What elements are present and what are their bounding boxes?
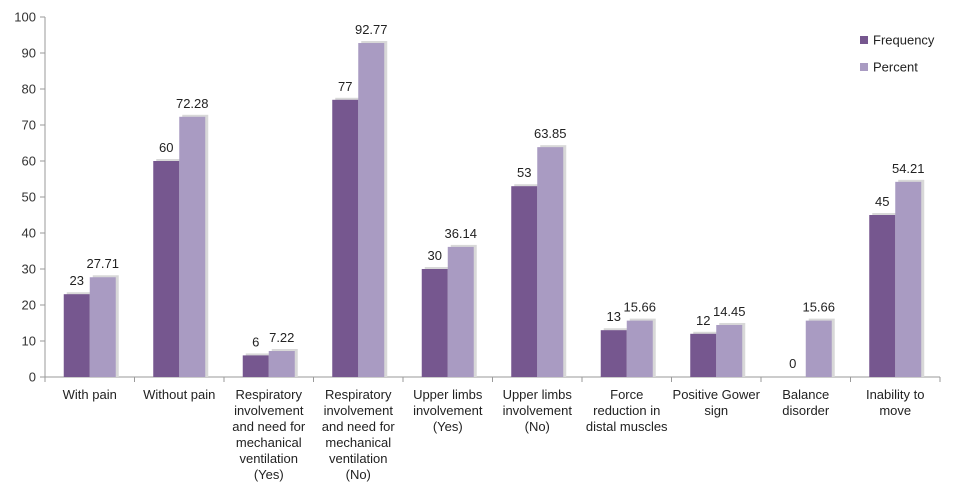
y-tick-label: 10: [22, 334, 36, 349]
y-tick-label: 100: [14, 10, 36, 25]
legend-swatch-percent: [860, 63, 868, 71]
category-label: Inability to move: [866, 387, 925, 418]
data-label-frequency: 60: [159, 140, 173, 155]
category-label: Respiratory involvement and need for mechan…: [232, 387, 306, 482]
bar-frequency: [421, 269, 448, 377]
bar-frequency: [242, 355, 269, 377]
data-label-frequency: 30: [428, 248, 442, 263]
data-label-frequency: 0: [789, 356, 796, 371]
bar-percent: [626, 320, 653, 377]
bar-percent: [179, 116, 206, 378]
data-label-percent: 72.28: [176, 96, 209, 111]
y-tick-label: 20: [22, 298, 36, 313]
y-tick-label: 80: [22, 82, 36, 97]
bar-percent: [895, 181, 922, 377]
y-tick-label: 30: [22, 262, 36, 277]
bar-frequency: [63, 294, 90, 377]
data-label-percent: 14.45: [713, 304, 746, 319]
data-label-frequency: 6: [252, 334, 259, 349]
data-label-percent: 36.14: [444, 226, 477, 241]
bar-percent: [358, 43, 385, 377]
data-label-percent: 7.22: [269, 330, 294, 345]
bar-frequency: [153, 161, 180, 377]
y-tick-label: 0: [29, 370, 36, 385]
legend-label-percent: Percent: [873, 60, 918, 75]
y-tick-label: 50: [22, 190, 36, 205]
category-label: Force reduction in distal muscles: [586, 387, 668, 434]
data-label-percent: 63.85: [534, 126, 567, 141]
bar-frequency: [869, 215, 896, 377]
bar-frequency: [600, 330, 627, 377]
category-label: Upper limbs involvement (No): [503, 387, 573, 434]
data-label-percent: 15.66: [802, 300, 835, 315]
data-label-percent: 92.77: [355, 22, 388, 37]
category-label: With pain: [63, 387, 117, 402]
bar-percent: [268, 351, 295, 377]
y-tick-label: 60: [22, 154, 36, 169]
y-tick-label: 40: [22, 226, 36, 241]
legend-swatch-frequency: [860, 36, 868, 44]
bar-frequency: [332, 99, 359, 378]
data-label-frequency: 13: [607, 309, 621, 324]
bar-frequency: [690, 333, 717, 377]
category-label: Upper limbs involvement (Yes): [413, 387, 483, 434]
data-label-percent: 27.71: [86, 256, 119, 271]
data-label-frequency: 45: [875, 194, 889, 209]
category-label: Without pain: [143, 387, 215, 402]
data-label-percent: 54.21: [892, 161, 925, 176]
data-label-percent: 15.66: [623, 300, 656, 315]
data-label-frequency: 53: [517, 165, 531, 180]
data-label-frequency: 12: [696, 313, 710, 328]
legend-label-frequency: Frequency: [873, 33, 935, 48]
category-label: Balance disorder: [782, 387, 830, 418]
bar-percent: [447, 246, 474, 377]
y-tick-label: 70: [22, 118, 36, 133]
bar-frequency: [511, 186, 538, 377]
category-label: Respiratory involvement and need for mechan…: [322, 387, 396, 482]
category-label: Positive Gower sign: [673, 387, 761, 418]
bar-percent: [805, 320, 832, 377]
data-label-frequency: 23: [70, 273, 84, 288]
bar-percent: [716, 324, 743, 377]
y-tick-label: 90: [22, 46, 36, 61]
bar-percent: [89, 277, 116, 377]
data-label-frequency: 77: [338, 79, 352, 94]
bar-percent: [537, 147, 564, 377]
